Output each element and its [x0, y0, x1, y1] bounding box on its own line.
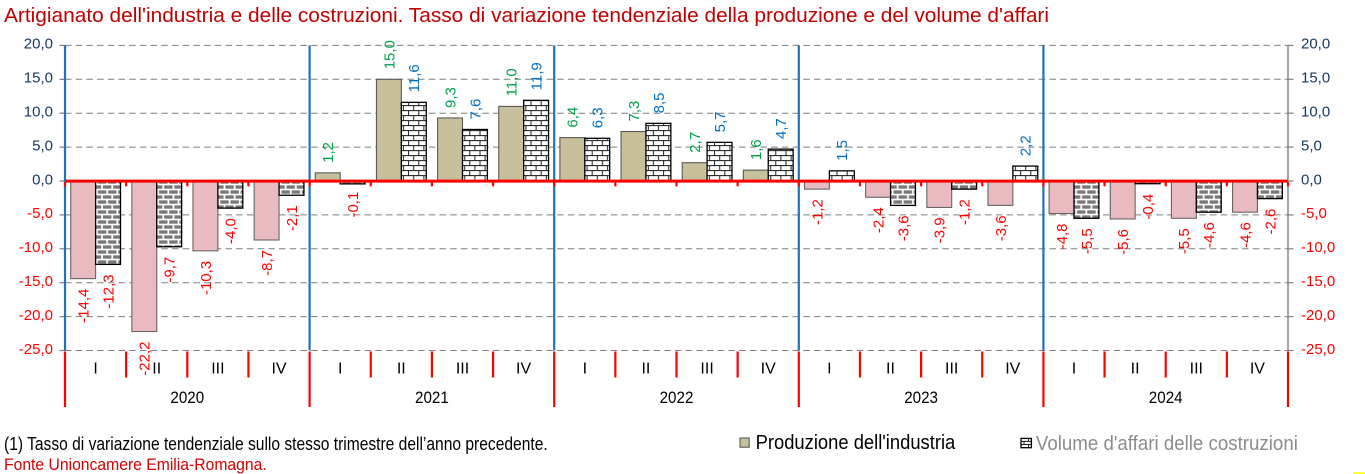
svg-text:III: III — [700, 361, 713, 378]
svg-text:7,3: 7,3 — [626, 101, 643, 122]
svg-text:IV: IV — [761, 361, 776, 378]
svg-text:-14,4: -14,4 — [76, 289, 93, 323]
svg-text:-20,0: -20,0 — [1301, 307, 1335, 324]
svg-text:IV: IV — [271, 361, 286, 378]
svg-text:-5,0: -5,0 — [1301, 205, 1327, 222]
svg-text:2,2: 2,2 — [1018, 135, 1035, 156]
svg-text:Fonte Unioncamere Emilia-Romag: Fonte Unioncamere Emilia-Romagna. — [4, 455, 267, 474]
svg-text:1,2: 1,2 — [320, 142, 337, 163]
svg-text:III: III — [1190, 361, 1203, 378]
svg-text:15,0: 15,0 — [24, 70, 53, 87]
svg-text:1,6: 1,6 — [748, 139, 765, 160]
svg-text:11,6: 11,6 — [406, 64, 423, 92]
svg-text:-10,0: -10,0 — [19, 239, 53, 256]
svg-text:0,0: 0,0 — [32, 171, 53, 188]
svg-text:-5,0: -5,0 — [27, 205, 53, 222]
svg-text:-15,0: -15,0 — [19, 273, 53, 290]
svg-text:-9,7: -9,7 — [162, 257, 179, 283]
svg-text:-20,0: -20,0 — [19, 307, 53, 324]
svg-text:0,0: 0,0 — [1301, 171, 1322, 188]
svg-text:6,3: 6,3 — [590, 107, 607, 128]
svg-text:11,0: 11,0 — [504, 68, 521, 96]
svg-text:(1) Tasso di variazione tenden: (1) Tasso di variazione tendenziale sull… — [4, 434, 548, 454]
svg-text:1,5: 1,5 — [834, 140, 851, 161]
svg-text:-25,0: -25,0 — [19, 341, 53, 358]
svg-text:-8,7: -8,7 — [259, 250, 276, 276]
svg-text:I: I — [827, 361, 831, 378]
svg-text:-2,1: -2,1 — [284, 205, 301, 231]
svg-text:-3,6: -3,6 — [895, 215, 912, 241]
svg-text:2024: 2024 — [1149, 388, 1183, 407]
svg-text:-1,2: -1,2 — [809, 199, 826, 225]
svg-text:IV: IV — [1005, 361, 1020, 378]
svg-text:-4,6: -4,6 — [1237, 222, 1254, 248]
svg-text:Produzione dell'industria: Produzione dell'industria — [756, 432, 956, 454]
svg-text:2,7: 2,7 — [687, 132, 704, 153]
svg-text:III: III — [211, 361, 224, 378]
svg-text:-0,1: -0,1 — [345, 192, 362, 218]
svg-text:-4,8: -4,8 — [1054, 224, 1071, 250]
svg-text:2020: 2020 — [170, 388, 204, 407]
svg-text:-12,3: -12,3 — [100, 274, 117, 308]
svg-text:Artigianato dell'industria e d: Artigianato dell'industria e delle costr… — [4, 5, 1049, 27]
svg-text:II: II — [886, 361, 895, 378]
svg-text:-3,9: -3,9 — [932, 217, 949, 243]
svg-text:-10,0: -10,0 — [1301, 239, 1335, 256]
svg-text:9,3: 9,3 — [442, 87, 459, 108]
svg-text:-5,5: -5,5 — [1176, 228, 1193, 254]
svg-text:2021: 2021 — [415, 388, 449, 407]
svg-text:I: I — [1072, 361, 1076, 378]
svg-text:-4,0: -4,0 — [223, 218, 240, 244]
svg-text:III: III — [456, 361, 469, 378]
svg-text:15,0: 15,0 — [1301, 70, 1330, 87]
svg-text:6,4: 6,4 — [565, 107, 582, 128]
svg-text:-5,6: -5,6 — [1115, 229, 1132, 255]
svg-text:5,7: 5,7 — [712, 111, 729, 132]
svg-text:-22,2: -22,2 — [137, 342, 154, 376]
svg-text:IV: IV — [516, 361, 531, 378]
svg-text:-2,6: -2,6 — [1262, 209, 1279, 235]
svg-text:-25,0: -25,0 — [1301, 341, 1335, 358]
svg-text:Volume d'affari delle costruzi: Volume d'affari delle costruzioni — [1036, 433, 1298, 455]
svg-text:I: I — [93, 361, 97, 378]
svg-text:-3,6: -3,6 — [993, 215, 1010, 241]
svg-text:IV: IV — [1250, 361, 1265, 378]
svg-text:II: II — [641, 361, 650, 378]
svg-text:-0,4: -0,4 — [1140, 194, 1157, 220]
svg-text:11,9: 11,9 — [528, 62, 545, 90]
svg-text:8,5: 8,5 — [651, 93, 668, 114]
svg-text:-4,6: -4,6 — [1201, 222, 1218, 248]
svg-text:-15,0: -15,0 — [1301, 273, 1335, 290]
svg-text:II: II — [152, 361, 161, 378]
svg-text:III: III — [945, 361, 958, 378]
svg-text:-10,3: -10,3 — [198, 261, 215, 295]
svg-text:20,0: 20,0 — [1301, 36, 1330, 53]
svg-text:20,0: 20,0 — [24, 36, 53, 53]
svg-text:2022: 2022 — [660, 388, 694, 407]
svg-text:10,0: 10,0 — [1301, 104, 1330, 121]
svg-text:10,0: 10,0 — [24, 104, 53, 121]
svg-text:2023: 2023 — [904, 388, 938, 407]
svg-text:-2,4: -2,4 — [870, 207, 887, 233]
svg-text:II: II — [397, 361, 406, 378]
svg-text:7,6: 7,6 — [467, 99, 484, 120]
svg-text:II: II — [1131, 361, 1140, 378]
svg-text:-5,5: -5,5 — [1079, 228, 1096, 254]
svg-text:5,0: 5,0 — [32, 137, 53, 154]
svg-text:4,7: 4,7 — [773, 118, 790, 139]
svg-text:I: I — [583, 361, 587, 378]
svg-text:-1,2: -1,2 — [957, 199, 974, 225]
svg-text:15,0: 15,0 — [381, 40, 398, 69]
svg-text:5,0: 5,0 — [1301, 137, 1322, 154]
svg-text:I: I — [338, 361, 342, 378]
